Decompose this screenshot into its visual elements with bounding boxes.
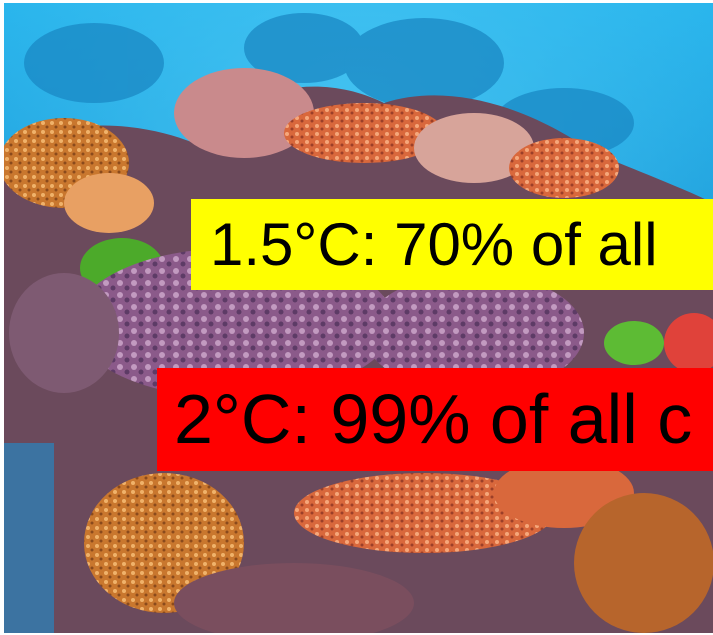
caption-2c-banner: 2°C: 99% of all c (157, 368, 713, 471)
caption-1-5c-banner: 1.5°C: 70% of all (191, 199, 713, 290)
coral-reef-illustration (4, 3, 713, 633)
coral-reef-photo (4, 3, 713, 633)
